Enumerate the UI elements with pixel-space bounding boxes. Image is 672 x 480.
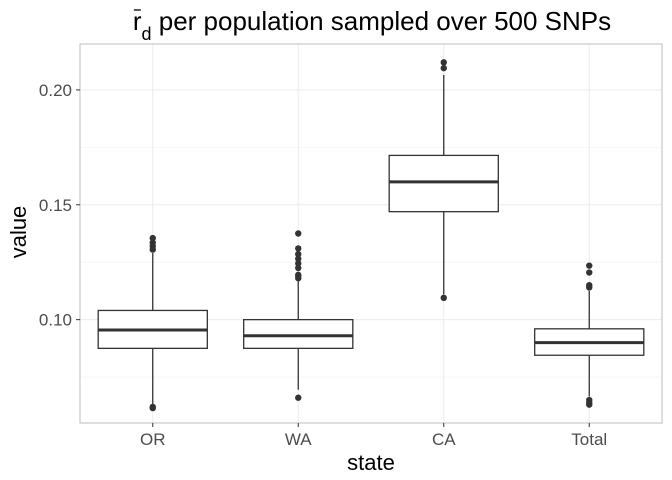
y-axis-title: value [6, 206, 31, 259]
title-text: per population sampled over 500 SNPs [152, 6, 612, 36]
outlier-point [586, 269, 593, 276]
outlier-point [295, 255, 302, 262]
grid [80, 44, 662, 423]
x-tick-label: CA [432, 430, 456, 449]
chart-title: rd per population sampled over 500 SNPs [133, 6, 611, 44]
outlier-point [295, 394, 302, 401]
outlier-point [295, 271, 302, 279]
box-group-wa [243, 230, 354, 401]
x-tick-label: WA [285, 430, 312, 449]
x-axis-title: state [347, 450, 395, 475]
outlier-point [295, 250, 302, 258]
box-layer [97, 59, 645, 412]
box-group-ca [388, 59, 499, 302]
title-subscript: d [142, 24, 152, 44]
outlier-point [149, 234, 156, 242]
y-tick-label: 0.10 [39, 311, 72, 330]
outlier-point [149, 403, 156, 411]
y-tick-label: 0.15 [39, 196, 72, 215]
box-group-or [97, 234, 208, 412]
box-group-total [534, 262, 645, 408]
outlier-point [586, 281, 593, 289]
x-tick-label: OR [140, 430, 166, 449]
box-iqr [388, 154, 499, 213]
outlier-point [440, 59, 447, 66]
outlier-point [295, 264, 302, 272]
outlier-point [295, 245, 302, 252]
outlier-point [586, 396, 593, 404]
outlier-point [440, 64, 447, 72]
outlier-point [295, 230, 302, 237]
title-symbol: r [133, 6, 142, 36]
outlier-point [295, 260, 302, 267]
outlier-point [440, 294, 447, 302]
box-iqr [243, 318, 354, 349]
y-tick-label: 0.20 [39, 81, 72, 100]
outlier-point [586, 262, 593, 269]
axes: 0.10 0.15 0.20 OR WA CA Total [39, 81, 607, 449]
panel-border [79, 43, 663, 424]
x-tick-label: Total [571, 430, 607, 449]
outlier-point [149, 239, 156, 246]
